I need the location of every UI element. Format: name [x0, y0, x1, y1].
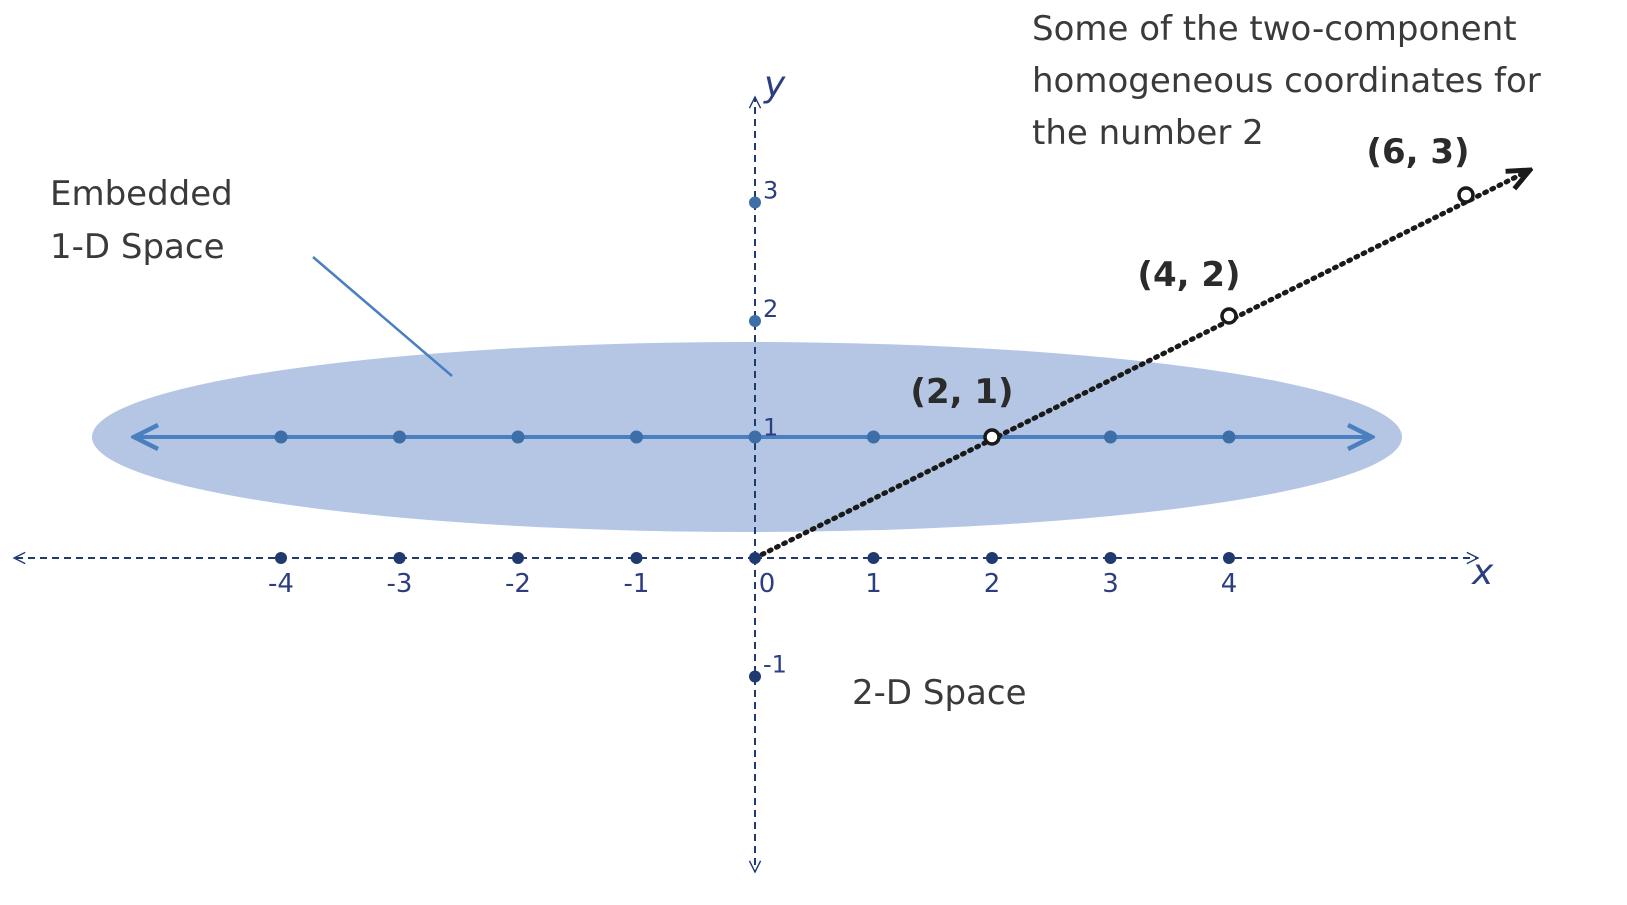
embedded-point [1222, 430, 1236, 444]
y-axis-point [749, 670, 761, 683]
x-axis-point [1223, 552, 1235, 564]
x-tick-label: -2 [505, 569, 531, 599]
embedded-point [867, 430, 880, 444]
x-tick-label: 1 [865, 569, 882, 599]
x-axis-point [1104, 552, 1117, 564]
homogeneous-point-labels: (2, 1) (4, 2) (6, 3) [910, 132, 1469, 412]
embedded-point [748, 430, 762, 444]
x-tick-label: 2 [984, 569, 1001, 599]
embedded-space-label-line2: 1-D Space [50, 227, 225, 267]
homogeneous-point-label: (4, 2) [1137, 255, 1240, 295]
x-tick-label: 4 [1221, 569, 1238, 599]
x-axis-point [275, 552, 287, 564]
y-axis-label: y [763, 64, 786, 105]
homogeneous-ray [752, 170, 1530, 561]
embedded-space-leader [312, 256, 453, 377]
x-axis-point [512, 552, 524, 564]
x-tick-label: -1 [624, 569, 650, 599]
two-d-space-label: 2-D Space [852, 673, 1027, 713]
x-tick-label: -3 [387, 569, 413, 599]
homogeneous-point-label: (2, 1) [910, 372, 1013, 412]
y-tick-label: -1 [763, 651, 787, 679]
x-axis-point [630, 552, 643, 564]
y-tick-label: 3 [763, 177, 778, 205]
x-axis-points [275, 552, 1235, 564]
y-tick-label: 2 [763, 295, 778, 323]
homogeneous-point-label: (6, 3) [1366, 132, 1469, 172]
x-axis-label: x [1471, 552, 1494, 593]
embedded-point [393, 430, 406, 444]
x-tick-label: 0 [759, 569, 776, 599]
homogeneous-points [983, 186, 1475, 446]
homogeneous-point [983, 428, 1001, 446]
caption-line1: Some of the two-component [1032, 9, 1517, 49]
x-axis-point [393, 552, 406, 564]
embedded-point [511, 430, 525, 444]
y-axis-point [749, 315, 761, 327]
y-tick-label: 1 [763, 414, 778, 442]
x-axis-tick-labels: -4 -3 -2 -1 0 1 2 3 4 [268, 569, 1237, 599]
homogeneous-point [1457, 186, 1475, 204]
x-tick-label: -4 [268, 569, 294, 599]
embedded-point [630, 430, 643, 444]
y-axis-points [749, 196, 761, 683]
caption-line3: the number 2 [1032, 113, 1264, 153]
embedded-point [274, 430, 288, 444]
homogeneous-point [1220, 307, 1238, 325]
x-axis-point [749, 552, 761, 564]
embedded-space-label-line1: Embedded [50, 174, 233, 214]
x-axis-point [867, 552, 880, 564]
embedded-point [1104, 430, 1117, 444]
y-axis-point [749, 196, 761, 209]
embedded-points [274, 430, 1236, 444]
y-axis-tick-labels: 3 2 1 -1 [763, 177, 787, 679]
caption-line2: homogeneous coordinates for [1032, 61, 1541, 101]
x-tick-label: 3 [1102, 569, 1119, 599]
x-axis-point [986, 552, 998, 564]
